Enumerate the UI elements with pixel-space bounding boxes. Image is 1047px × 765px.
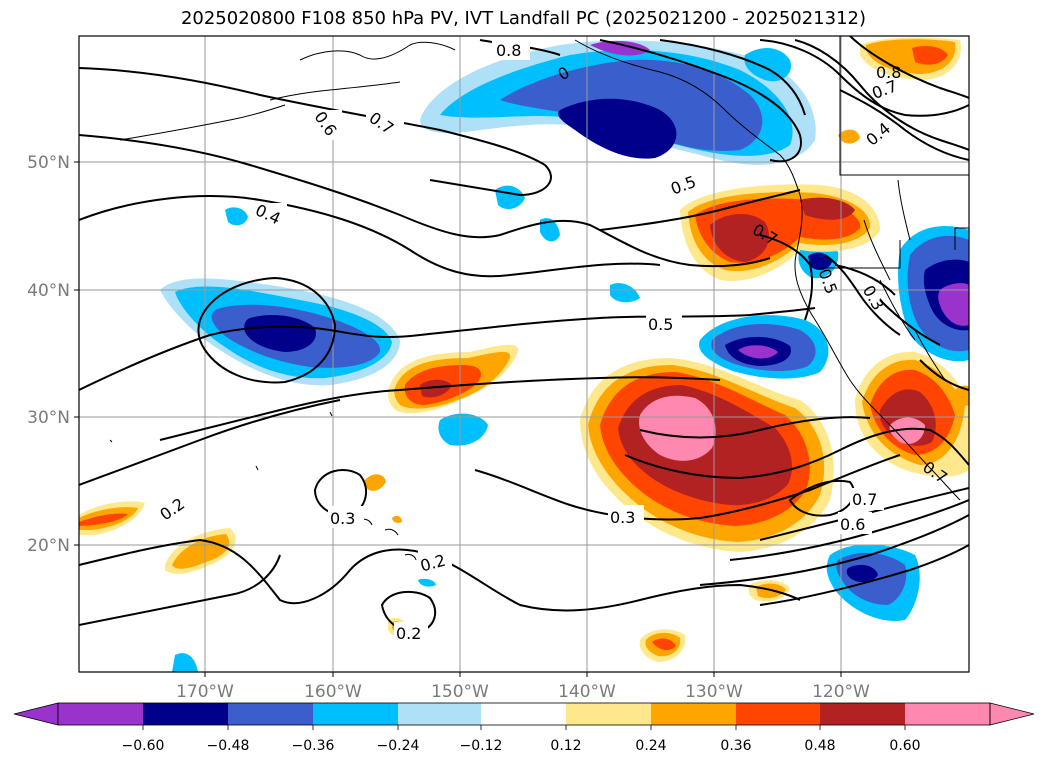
lon-label: 140°W [558,682,616,702]
colorbar-tick-label: 0.12 [550,738,581,754]
longitude-labels: 170°W 160°W 150°W 140°W 130°W 120°W [176,682,870,702]
colorbar-min-extension [13,702,59,726]
contour-labels: 0.8 0 0.7 0.6 0.4 0.5 0.7 0.5 0.3 0.5 0.… [156,40,951,644]
contour-label: 0.3 [330,509,355,528]
negative-anomaly-shading [160,40,969,672]
lat-label: 50°N [27,153,70,173]
contour-label: 0.3 [610,508,635,527]
lat-label: 20°N [27,536,70,556]
contour-label: 0.8 [876,63,901,82]
map-area: 0.8 0 0.7 0.6 0.4 0.5 0.7 0.5 0.3 0.5 0.… [79,36,969,672]
map-frame [78,35,970,673]
map-title: 2025020800 F108 850 hPa PV, IVT Landfall… [180,8,867,29]
lon-label: 160°W [304,682,362,702]
colorbar-tick-label: −0.24 [377,738,420,754]
contour-label: 0.2 [396,624,421,643]
colorbar-tick-label: −0.60 [122,738,165,754]
lon-label: 170°W [176,682,234,702]
colorbar-tick-label: 0.60 [889,738,920,754]
colorbar-tick-label: −0.12 [460,738,503,754]
contour-label: 0.6 [840,515,865,534]
lat-label: 30°N [27,408,70,428]
positive-anomaly-shading [79,37,969,662]
colorbar-tick-label: 0.48 [804,738,835,754]
lon-label: 150°W [431,682,489,702]
latitude-labels: 50°N 40°N 30°N 20°N [27,153,70,556]
contour-label: 0.7 [852,490,877,509]
lon-label: 120°W [812,682,870,702]
contour-label: 0.8 [496,41,521,60]
colorbar-max-extension [989,702,1035,726]
colorbar: −0.60 −0.48 −0.36 −0.24 −0.12 0.12 0.24 … [13,702,1035,754]
contour-label: 0.5 [648,315,673,334]
axis-ticks [74,161,842,677]
colorbar-tick-label: 0.24 [635,738,666,754]
lon-label: 130°W [685,682,743,702]
colorbar-tick-label: −0.36 [292,738,335,754]
colorbar-tick-label: 0.36 [720,738,751,754]
colorbar-tick-label: −0.48 [207,738,250,754]
ivt-contours [79,36,969,634]
lat-label: 40°N [27,281,70,301]
